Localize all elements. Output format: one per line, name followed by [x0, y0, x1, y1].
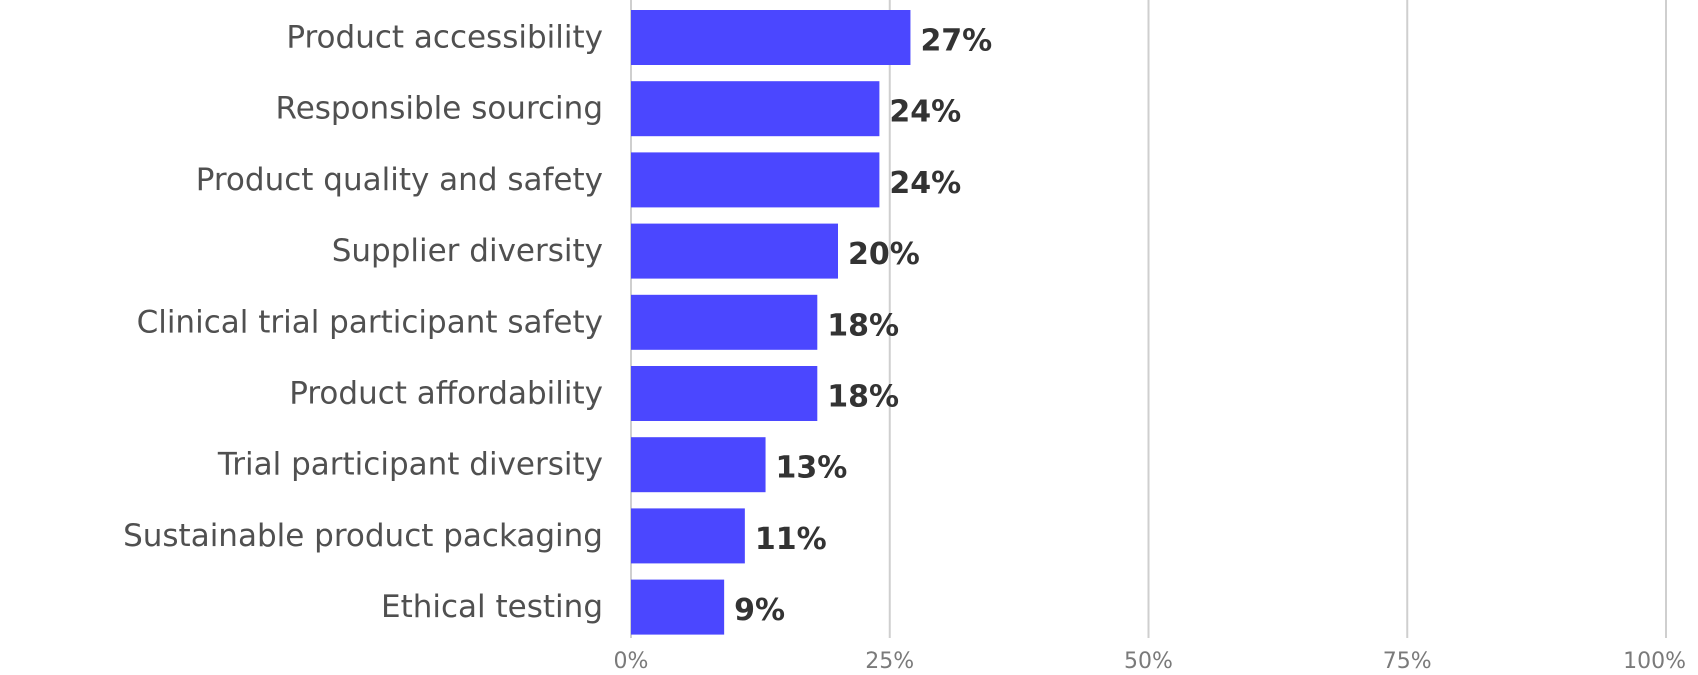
- bars: [631, 10, 911, 635]
- data-label: 20%: [848, 237, 920, 272]
- data-label: 18%: [827, 308, 899, 343]
- x-tick-label: 100%: [1623, 649, 1686, 674]
- x-tick-label: 25%: [865, 649, 914, 674]
- bar: [631, 437, 766, 493]
- bar: [631, 223, 838, 279]
- data-label: 27%: [920, 24, 992, 59]
- x-axis-ticks: 0% 25% 50% 75% 100%: [614, 649, 1686, 674]
- data-labels: 27% 24% 24% 20% 18% 18% 13% 11% 9%: [734, 24, 992, 629]
- category-label: Product accessibility: [286, 20, 603, 56]
- x-tick-label: 50%: [1124, 649, 1173, 674]
- bar: [631, 366, 818, 421]
- category-label: Product quality and safety: [196, 162, 603, 198]
- data-label: 11%: [755, 522, 827, 557]
- bar: [631, 81, 880, 137]
- category-label: Sustainable product packaging: [123, 518, 603, 554]
- bar: [631, 152, 880, 208]
- bar: [631, 579, 725, 635]
- category-label: Supplier diversity: [332, 233, 603, 269]
- category-label: Responsible sourcing: [276, 91, 603, 127]
- bar: [631, 10, 911, 65]
- data-label: 18%: [827, 380, 899, 415]
- bar: [631, 508, 745, 564]
- data-label: 13%: [776, 451, 848, 486]
- data-label: 9%: [734, 593, 785, 628]
- category-label: Product affordability: [289, 376, 603, 412]
- data-label: 24%: [889, 166, 961, 201]
- category-label: Clinical trial participant safety: [137, 304, 603, 340]
- data-label: 24%: [889, 95, 961, 130]
- category-label: Ethical testing: [381, 589, 603, 625]
- x-tick-label: 0%: [614, 649, 649, 674]
- x-tick-label: 75%: [1383, 649, 1432, 674]
- category-labels: Product accessibility Responsible sourcin…: [123, 20, 603, 626]
- category-label: Trial participant diversity: [217, 447, 603, 483]
- bar: [631, 294, 818, 350]
